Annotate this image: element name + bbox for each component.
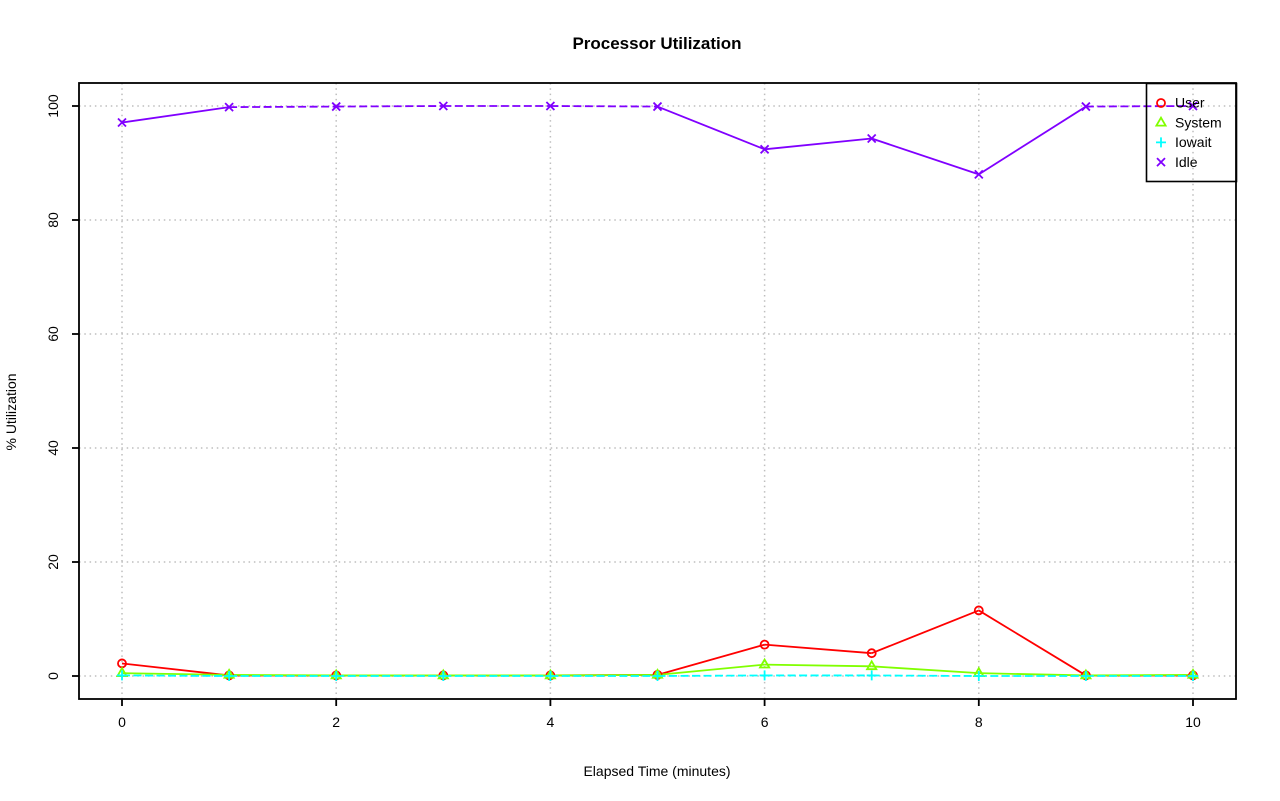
marker-iowait — [224, 671, 235, 681]
series-line-idle — [978, 105, 1087, 176]
plot-border — [78, 82, 1237, 700]
marker-system — [865, 659, 878, 671]
series-line-idle — [1085, 105, 1194, 108]
legend-label-user: User — [1175, 95, 1205, 111]
y-tick-label: 60 — [45, 326, 61, 342]
marker-idle — [438, 101, 448, 111]
series-line-system — [121, 672, 230, 676]
series-line-system — [764, 663, 872, 668]
marker-idle — [652, 101, 663, 112]
marker-idle — [1188, 101, 1198, 111]
marker-idle — [331, 101, 341, 112]
series-line-user — [871, 609, 980, 655]
legend-marker-system — [1154, 115, 1168, 127]
marker-iowait — [652, 671, 663, 681]
marker-system — [758, 657, 771, 669]
marker-idle — [224, 102, 234, 112]
marker-iowait — [973, 671, 984, 681]
marker-iowait — [759, 670, 770, 681]
series-line-iowait — [657, 674, 765, 677]
legend-label-system: System — [1175, 114, 1222, 130]
marker-iowait — [438, 671, 449, 681]
series-line-user — [764, 643, 872, 655]
legend-label-idle: Idle — [1175, 154, 1198, 170]
series-line-user — [121, 662, 230, 677]
x-tick-label: 8 — [975, 714, 983, 730]
marker-idle — [867, 133, 877, 144]
y-tick-label: 100 — [45, 94, 61, 118]
series-line-idle — [121, 106, 230, 124]
x-axis-label: Elapsed Time (minutes) — [583, 763, 730, 779]
legend-marker-idle — [1156, 157, 1166, 167]
x-tick-label: 6 — [761, 714, 769, 730]
marker-user — [759, 639, 770, 650]
series-line-user — [657, 643, 765, 676]
series-line-idle — [871, 137, 980, 176]
series-line-iowait — [121, 674, 230, 677]
x-tick-label: 2 — [332, 714, 340, 730]
series-line-system — [657, 663, 765, 676]
marker-iowait — [1188, 671, 1198, 681]
y-tick-label: 20 — [45, 554, 61, 570]
y-tick-label: 80 — [45, 212, 61, 228]
legend-marker-user — [1156, 98, 1166, 108]
x-tick-label: 10 — [1185, 714, 1201, 730]
series-line-idle — [550, 105, 658, 108]
marker-idle — [759, 144, 770, 154]
series-line-idle — [657, 105, 765, 151]
y-tick-label: 40 — [45, 440, 61, 456]
series-line-idle — [764, 137, 872, 151]
marker-user — [866, 648, 877, 659]
marker-idle — [117, 117, 127, 128]
series-line-idle — [336, 105, 444, 108]
series-line-system — [871, 665, 979, 675]
series-line-user — [978, 609, 1087, 677]
y-tick-label: 0 — [45, 672, 61, 680]
chart-title: Processor Utilization — [572, 34, 741, 53]
legend-label-iowait: Iowait — [1175, 134, 1212, 150]
marker-user — [973, 605, 984, 616]
marker-idle — [1081, 101, 1091, 112]
marker-iowait — [1080, 671, 1091, 681]
marker-iowait — [331, 671, 342, 681]
marker-iowait — [545, 671, 556, 681]
series-line-system — [978, 672, 1086, 677]
marker-iowait — [866, 670, 877, 681]
series-line-idle — [229, 105, 337, 109]
marker-idle — [974, 169, 984, 180]
marker-idle — [545, 101, 556, 111]
x-tick-label: 0 — [118, 714, 126, 730]
legend-marker-iowait — [1156, 137, 1166, 148]
y-axis-label: % Utilization — [3, 373, 19, 450]
series-line-iowait — [871, 674, 979, 677]
x-tick-label: 4 — [547, 714, 555, 730]
marker-iowait — [117, 670, 127, 681]
